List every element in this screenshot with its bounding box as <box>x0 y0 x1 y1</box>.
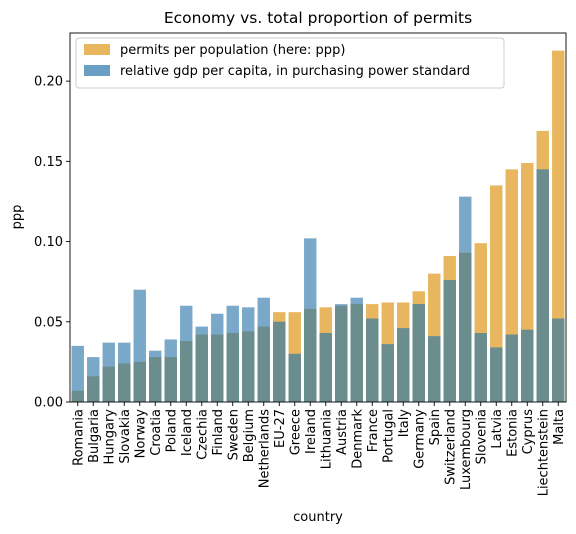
legend-box <box>75 37 505 89</box>
overlap-slovakia <box>118 363 131 402</box>
x-tick-label: Germany <box>412 409 427 469</box>
overlap-netherlands <box>257 326 270 402</box>
overlap-belgium <box>242 331 255 402</box>
bar-romania-series-2 <box>71 345 84 402</box>
x-tick-label: Sweden <box>226 409 241 460</box>
legend: permits per population (here: ppp) relati… <box>75 37 505 89</box>
overlap-croatia <box>149 357 162 402</box>
overlap-finland <box>211 334 224 402</box>
overlap-portugal <box>381 344 394 402</box>
x-tick-label: Slovenia <box>474 409 489 464</box>
y-axis-ticks: 0.00 0.05 0.10 0.15 0.20 <box>34 75 70 411</box>
overlap-hungary <box>102 366 115 402</box>
x-tick-label: Lithuania <box>319 409 334 469</box>
overlap-spain <box>428 336 441 402</box>
x-tick-label: Denmark <box>350 409 365 469</box>
overlap-norway <box>133 361 146 402</box>
x-tick-label: Luxembourg <box>459 409 474 490</box>
x-tick-label: Slovakia <box>118 409 133 464</box>
x-tick-label: Czechia <box>195 409 210 460</box>
bar-malta-series-1 <box>552 50 565 403</box>
overlap-latvia <box>490 347 503 402</box>
x-tick-label: Norway <box>133 409 148 459</box>
y-tick-label: 0.20 <box>34 75 63 90</box>
y-tick-label: 0.00 <box>34 396 63 411</box>
overlap-bulgaria <box>87 376 100 402</box>
x-tick-label: EU-27 <box>273 409 288 448</box>
overlap-germany <box>412 304 425 402</box>
x-axis-label: country <box>293 510 343 525</box>
x-tick-label: Poland <box>164 409 179 452</box>
legend-label-2: relative gdp per capita, in purchasing p… <box>120 64 470 79</box>
overlap-cyprus <box>521 329 534 402</box>
plot-frame <box>69 32 567 403</box>
x-tick-label: Spain <box>428 409 443 445</box>
x-tick-label: Ireland <box>304 409 319 454</box>
y-axis-label: ppp <box>10 205 25 230</box>
x-tick-label: Liechtenstein <box>536 409 551 496</box>
overlap-greece <box>288 353 301 402</box>
y-tick-label: 0.10 <box>34 235 63 250</box>
overlap-romania <box>71 390 84 402</box>
x-tick-label: Austria <box>335 409 350 455</box>
overlap-slovenia <box>474 333 487 402</box>
overlap-sweden <box>226 333 239 402</box>
x-tick-label: Greece <box>288 409 303 455</box>
overlap-eu-27 <box>273 321 286 402</box>
overlap-malta <box>552 318 565 402</box>
legend-swatch-1 <box>84 44 110 55</box>
x-axis-ticks: Romania Bulgaria Hungary Slovakia Norway Croa… <box>71 402 567 496</box>
overlap-luxembourg <box>459 252 472 402</box>
overlap-czechia <box>195 334 208 402</box>
x-tick-label: Malta <box>552 409 567 445</box>
x-tick-label: Cyprus <box>521 409 536 455</box>
overlap-layer <box>71 169 565 402</box>
overlap-denmark <box>350 304 363 402</box>
x-tick-label: France <box>366 409 381 452</box>
x-tick-label: Romania <box>71 409 86 466</box>
y-tick-label: 0.15 <box>34 155 63 170</box>
overlap-estonia <box>505 334 518 402</box>
legend-swatch-2 <box>84 65 110 76</box>
overlap-austria <box>335 305 348 402</box>
overlap-france <box>366 318 379 402</box>
axes <box>69 32 567 403</box>
x-tick-label: Estonia <box>505 409 520 457</box>
legend-label-1: permits per population (here: ppp) <box>120 43 345 58</box>
overlap-poland <box>164 357 177 402</box>
x-tick-label: Hungary <box>102 409 117 465</box>
overlap-iceland <box>180 341 193 402</box>
y-tick-label: 0.05 <box>34 315 63 330</box>
chart-title: Economy vs. total proportion of permits <box>164 9 472 27</box>
x-tick-label: Croatia <box>149 409 164 456</box>
overlap-italy <box>397 328 410 402</box>
overlap-liechtenstein <box>536 169 549 402</box>
overlap-ireland <box>304 308 317 402</box>
bars <box>71 50 565 403</box>
x-tick-label: Latvia <box>490 409 505 449</box>
x-tick-label: Switzerland <box>443 409 458 485</box>
x-tick-label: Bulgaria <box>87 409 102 463</box>
overlap-lithuania <box>319 333 332 402</box>
x-tick-label: Italy <box>397 409 412 438</box>
x-tick-label: Portugal <box>381 409 396 463</box>
x-tick-label: Iceland <box>180 409 195 456</box>
x-tick-label: Netherlands <box>257 409 272 488</box>
x-tick-label: Belgium <box>242 409 257 462</box>
overlap-switzerland <box>443 280 456 402</box>
x-tick-label: Finland <box>211 409 226 455</box>
